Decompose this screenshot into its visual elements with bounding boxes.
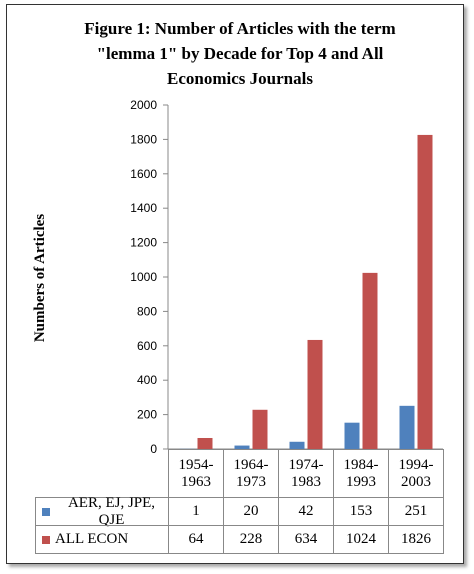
bar [417,134,433,450]
table-value: 1024 [333,525,389,554]
chart-title: Figure 1: Number of Articles with the te… [84,19,395,38]
x-tick-label: 1984-1993 [333,449,389,498]
frame [6,4,464,564]
x-tick-label: 1974-1983 [278,449,334,498]
x-tick-label: 1994-2003 [388,449,444,498]
legend-swatch [42,507,50,516]
y-tick-label: 0 [150,442,157,456]
y-tick-label: 200 [137,408,157,422]
bar [362,272,378,449]
legend-label: AER, EJ, JPE, QJE [67,494,156,528]
y-tick-label: 1200 [130,236,157,250]
bar [307,339,323,449]
table-value: 20 [223,497,279,526]
table-value: 42 [278,497,334,526]
legend-label: ALL ECON [55,531,129,547]
y-tick-label: 1800 [130,132,157,146]
table-value: 634 [278,525,334,554]
table-value: 228 [223,525,279,554]
chart-title: "lemma 1" by Decade for Top 4 and All [97,44,384,63]
y-tick-label: 2000 [130,98,157,112]
y-tick-label: 600 [137,339,157,353]
legend-swatch [42,535,50,544]
bar [344,422,360,449]
table-value: 153 [333,497,389,526]
y-tick-label: 1600 [130,167,157,181]
x-tick-label: 1954-1963 [168,449,224,498]
legend-entry: ALL ECON [35,525,169,554]
table-value: 251 [388,497,444,526]
legend-entry: AER, EJ, JPE, QJE [35,494,169,528]
y-tick-label: 400 [137,373,157,387]
table-value: 1 [168,497,224,526]
chart-title: Economics Journals [167,69,313,88]
bar [399,405,415,449]
bar [234,445,250,449]
y-tick-label: 1000 [130,270,157,284]
table-value: 64 [168,525,224,554]
table-value: 1826 [388,525,444,554]
y-axis-label: Numbers of Articles [32,214,48,342]
bar [289,441,305,449]
x-tick-label: 1964-1973 [223,449,279,498]
y-tick-label: 1400 [130,201,157,215]
y-tick-label: 800 [137,304,157,318]
bar [197,437,213,449]
bar [252,409,268,449]
